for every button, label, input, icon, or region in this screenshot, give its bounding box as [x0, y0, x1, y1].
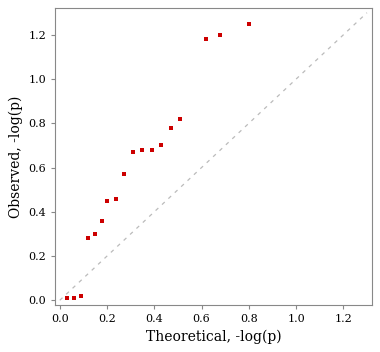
Point: [177, 116, 183, 122]
Point: [158, 143, 165, 148]
Point: [99, 218, 105, 224]
Point: [168, 125, 174, 131]
X-axis label: Theoretical, -log(p): Theoretical, -log(p): [146, 329, 281, 344]
Point: [92, 231, 98, 237]
Point: [246, 21, 252, 27]
Point: [149, 147, 155, 153]
Point: [114, 196, 120, 201]
Point: [130, 149, 136, 155]
Point: [120, 171, 127, 177]
Point: [78, 293, 84, 298]
Point: [139, 147, 146, 153]
Point: [203, 37, 209, 42]
Point: [85, 235, 91, 241]
Point: [217, 32, 223, 38]
Point: [64, 295, 70, 301]
Point: [71, 295, 77, 301]
Point: [104, 198, 110, 203]
Y-axis label: Observed, -log(p): Observed, -log(p): [8, 95, 23, 218]
